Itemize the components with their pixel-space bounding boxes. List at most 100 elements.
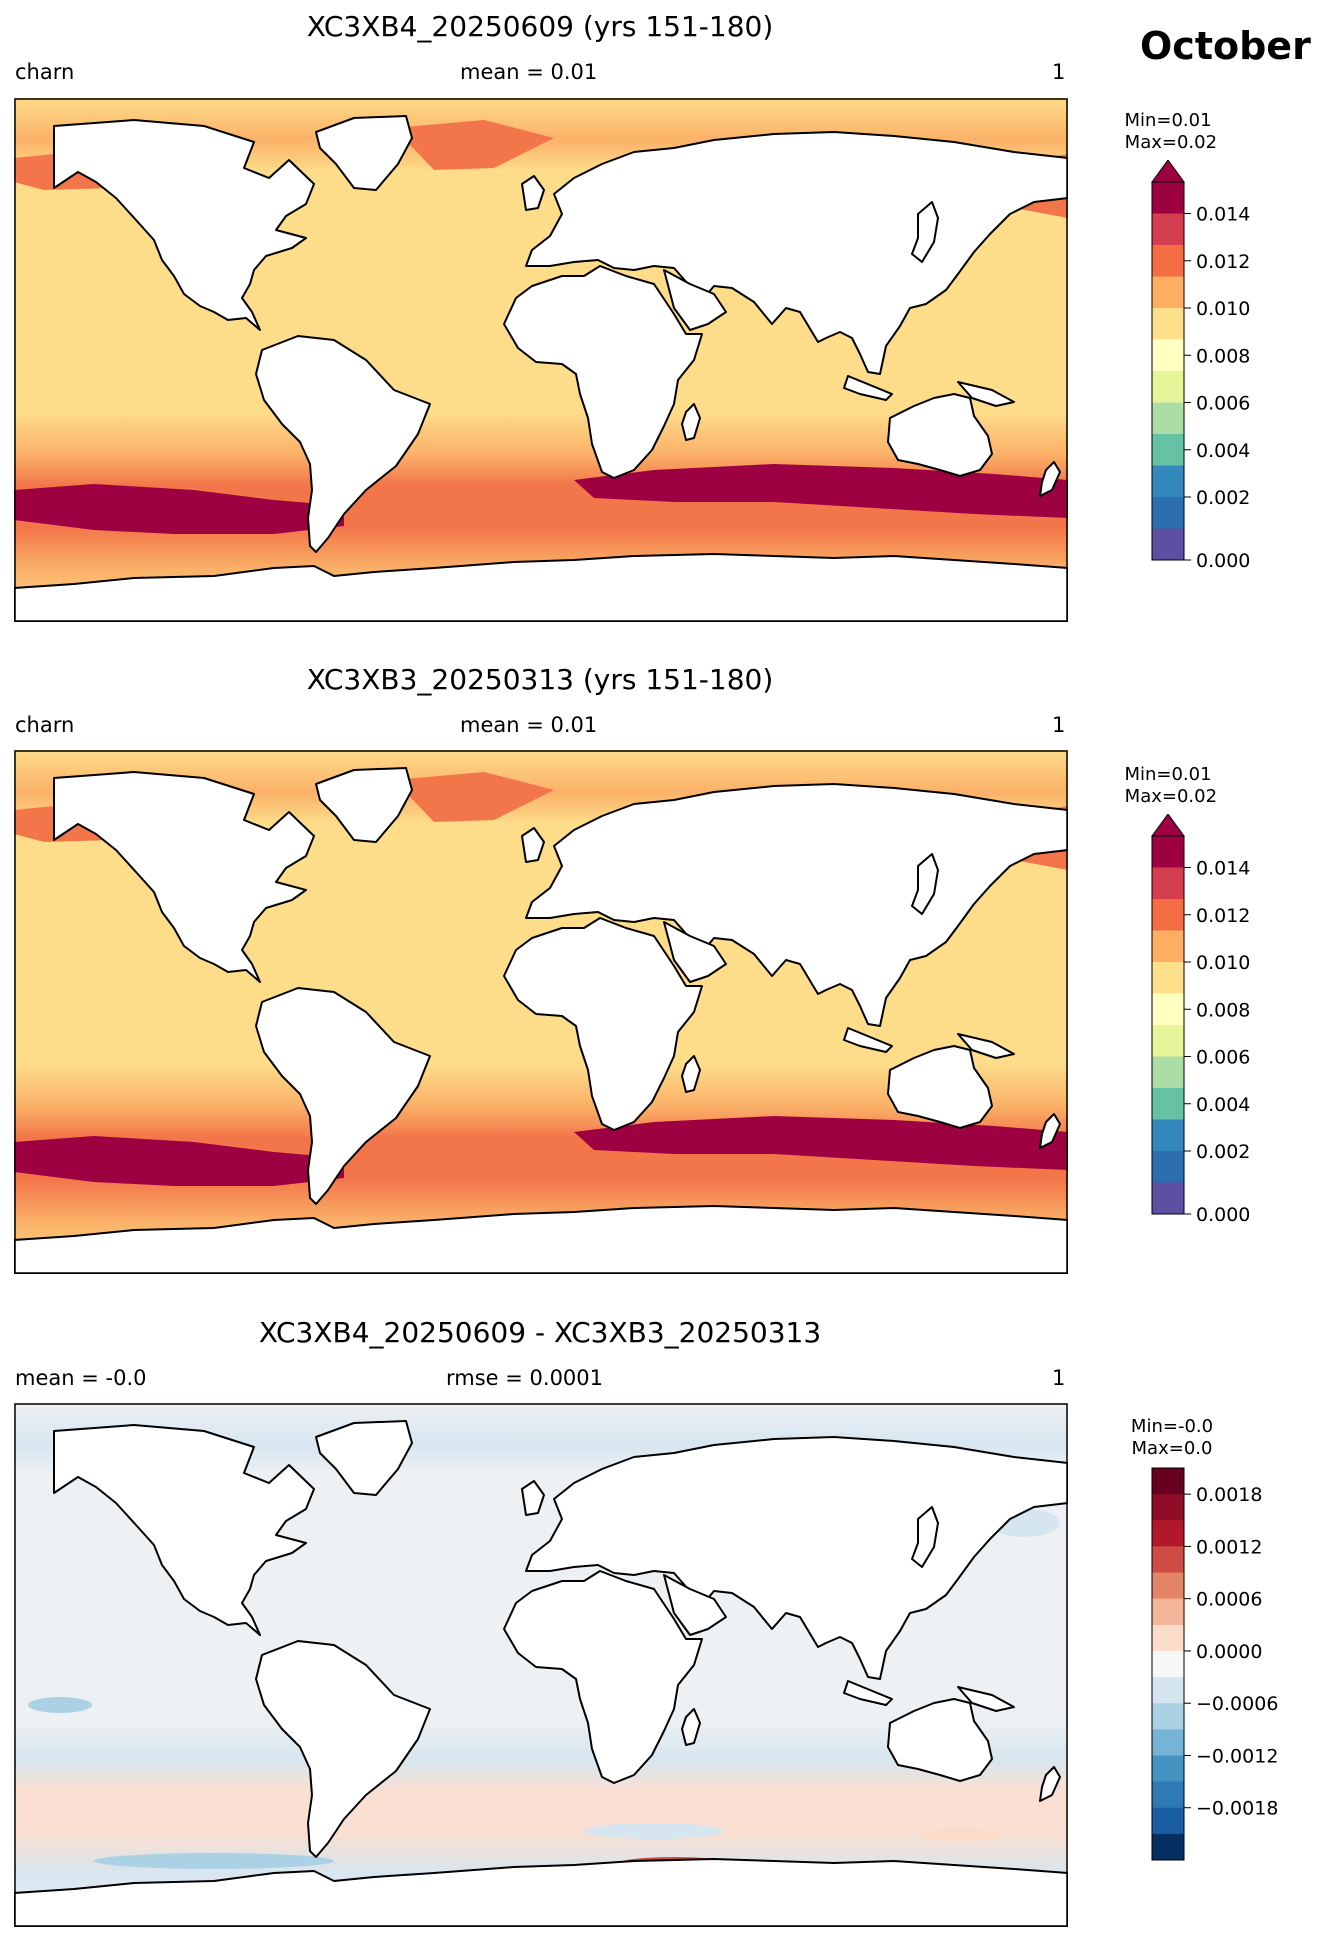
- colorbar-swatch: [1152, 1088, 1184, 1120]
- new-zealand-landmass: [1039, 461, 1061, 497]
- colorbar-swatch: [1152, 1650, 1184, 1678]
- greenland-landmass: [315, 767, 413, 843]
- colorbar-swatch: [1152, 528, 1184, 561]
- colorbar-swatch: [1152, 465, 1184, 498]
- colorbar-swatch: [1152, 245, 1184, 277]
- colorbar-extend-arrow: [1151, 160, 1185, 183]
- panel-title: XC3XB4_20250609 - XC3XB3_20250313: [258, 1316, 822, 1349]
- colorbar-tick-label: −0.0018: [1196, 1798, 1278, 1820]
- southern-ocean-band-east: [574, 464, 1068, 518]
- colorbar-outline: [1151, 181, 1185, 561]
- antarctica-landmass: [14, 1205, 1068, 1274]
- british-isles-landmass: [521, 1480, 545, 1516]
- colorbar-swatch: [1152, 899, 1184, 931]
- southern-ocean-band-east: [574, 1116, 1068, 1170]
- colorbar-swatch: [1152, 1703, 1184, 1730]
- japan-landmass: [911, 1506, 939, 1568]
- colorbar: 0.014 0.012 0.010 0.008 0.006 0.004 0.002 0.000: [1151, 160, 1250, 570]
- colorbar-swatch: [1152, 836, 1184, 868]
- north-atlantic-high: [394, 772, 554, 822]
- colorbar-tick-label: 0.008: [1196, 999, 1250, 1021]
- australia-landmass: [887, 1698, 993, 1782]
- difference-patch: [584, 1823, 724, 1839]
- new-zealand-landmass: [1039, 1113, 1061, 1149]
- min-max-label: Min=-0.0 Max=0.0: [1130, 1416, 1214, 1459]
- colorbar-tick-label: 0.000: [1196, 550, 1250, 570]
- colorbar-swatch: [1152, 276, 1184, 309]
- colorbar-tick-label: 0.002: [1196, 1141, 1250, 1163]
- colorbar-swatch: [1152, 962, 1184, 994]
- colorbar-swatch: [1152, 213, 1184, 246]
- colorbar-swatch: [1152, 1468, 1184, 1495]
- colorbar-tick-label: 0.010: [1196, 298, 1250, 320]
- mean-label: mean = 0.01: [460, 60, 598, 84]
- panel-title: XC3XB3_20250313 (yrs 151-180): [306, 663, 774, 696]
- africa-landmass: [503, 917, 703, 1131]
- colorbar: 0.014 0.012 0.010 0.008 0.006 0.004 0.002 0.000: [1151, 814, 1250, 1224]
- colorbar-swatch: [1152, 1151, 1184, 1183]
- level-label: 1: [1052, 713, 1066, 737]
- colorbar-swatch: [1152, 434, 1184, 466]
- colorbar-tick-label: 0.006: [1196, 393, 1250, 415]
- greenland-landmass: [315, 1420, 413, 1496]
- colorbar-swatch: [1152, 993, 1184, 1026]
- colorbar: 0.0018 0.0012 0.0006 0.0000 −0.0006 −0.0012 −0…: [1151, 1467, 1278, 1861]
- colorbar-tick-label: 0.012: [1196, 905, 1250, 927]
- variable-label: charn: [15, 60, 75, 84]
- colorbar-swatch: [1152, 1119, 1184, 1152]
- colorbar-swatch: [1152, 339, 1184, 372]
- new-guinea-landmass: [957, 1033, 1015, 1059]
- colorbar-tick-label: −0.0006: [1196, 1693, 1278, 1715]
- colorbar-tick-label: 0.002: [1196, 487, 1250, 509]
- colorbar-swatch: [1152, 1833, 1184, 1861]
- colorbar-tick-label: 0.008: [1196, 345, 1250, 367]
- colorbar-swatch: [1152, 1572, 1184, 1600]
- map-panel: [14, 98, 1068, 622]
- colorbar-tick-label: 0.004: [1196, 440, 1250, 462]
- colorbar-tick-label: −0.0012: [1196, 1745, 1278, 1767]
- colorbar-tick-label: 0.014: [1196, 204, 1250, 226]
- new-guinea-landmass: [957, 381, 1015, 407]
- arabia-landmass: [663, 1574, 727, 1636]
- north-america-landmass: [53, 771, 315, 983]
- british-isles-landmass: [521, 827, 545, 863]
- new-guinea-landmass: [957, 1686, 1015, 1712]
- british-isles-landmass: [521, 175, 545, 211]
- colorbar-swatch: [1152, 1025, 1184, 1057]
- map-frame: [14, 98, 1068, 622]
- difference-patch: [920, 1829, 1000, 1841]
- new-zealand-landmass: [1039, 1766, 1061, 1802]
- antarctica-landmass: [14, 553, 1068, 622]
- colorbar-outline: [1151, 1467, 1185, 1861]
- colorbar-tick-label: 0.0012: [1196, 1536, 1262, 1558]
- level-label: 1: [1052, 60, 1066, 84]
- colorbar-swatch: [1152, 1546, 1184, 1574]
- africa-landmass: [503, 265, 703, 479]
- colorbar-tick-label: 0.000: [1196, 1204, 1250, 1224]
- colorbar-swatch: [1152, 1729, 1184, 1756]
- colorbar-swatch: [1152, 867, 1184, 900]
- colorbar-swatch: [1152, 1677, 1184, 1704]
- indonesia-landmass: [843, 1680, 893, 1706]
- colorbar-tick-label: 0.0018: [1196, 1484, 1262, 1506]
- colorbar-tick-label: 0.004: [1196, 1094, 1250, 1116]
- rmse-label: rmse = 0.0001: [446, 1366, 604, 1390]
- level-label: 1: [1052, 1366, 1066, 1390]
- north-atlantic-high: [394, 120, 554, 170]
- mean-label: mean = 0.01: [460, 713, 598, 737]
- colorbar-extend-arrow: [1151, 814, 1185, 837]
- colorbar-swatch: [1152, 1807, 1184, 1835]
- north-america-landmass: [53, 119, 315, 331]
- min-max-label: Min=0.01 Max=0.02: [1124, 110, 1218, 153]
- colorbar-tick-label: 0.010: [1196, 952, 1250, 974]
- colorbar-tick-label: 0.012: [1196, 251, 1250, 273]
- arabia-landmass: [663, 269, 727, 331]
- min-max-label: Min=0.01 Max=0.02: [1124, 764, 1218, 807]
- colorbar-swatch: [1152, 1781, 1184, 1809]
- colorbar-swatch: [1152, 371, 1184, 403]
- africa-landmass: [503, 1570, 703, 1784]
- madagascar-landmass: [681, 1708, 701, 1746]
- colorbar-swatch: [1152, 497, 1184, 529]
- indonesia-landmass: [843, 1027, 893, 1053]
- mean-label: mean = -0.0: [15, 1366, 147, 1390]
